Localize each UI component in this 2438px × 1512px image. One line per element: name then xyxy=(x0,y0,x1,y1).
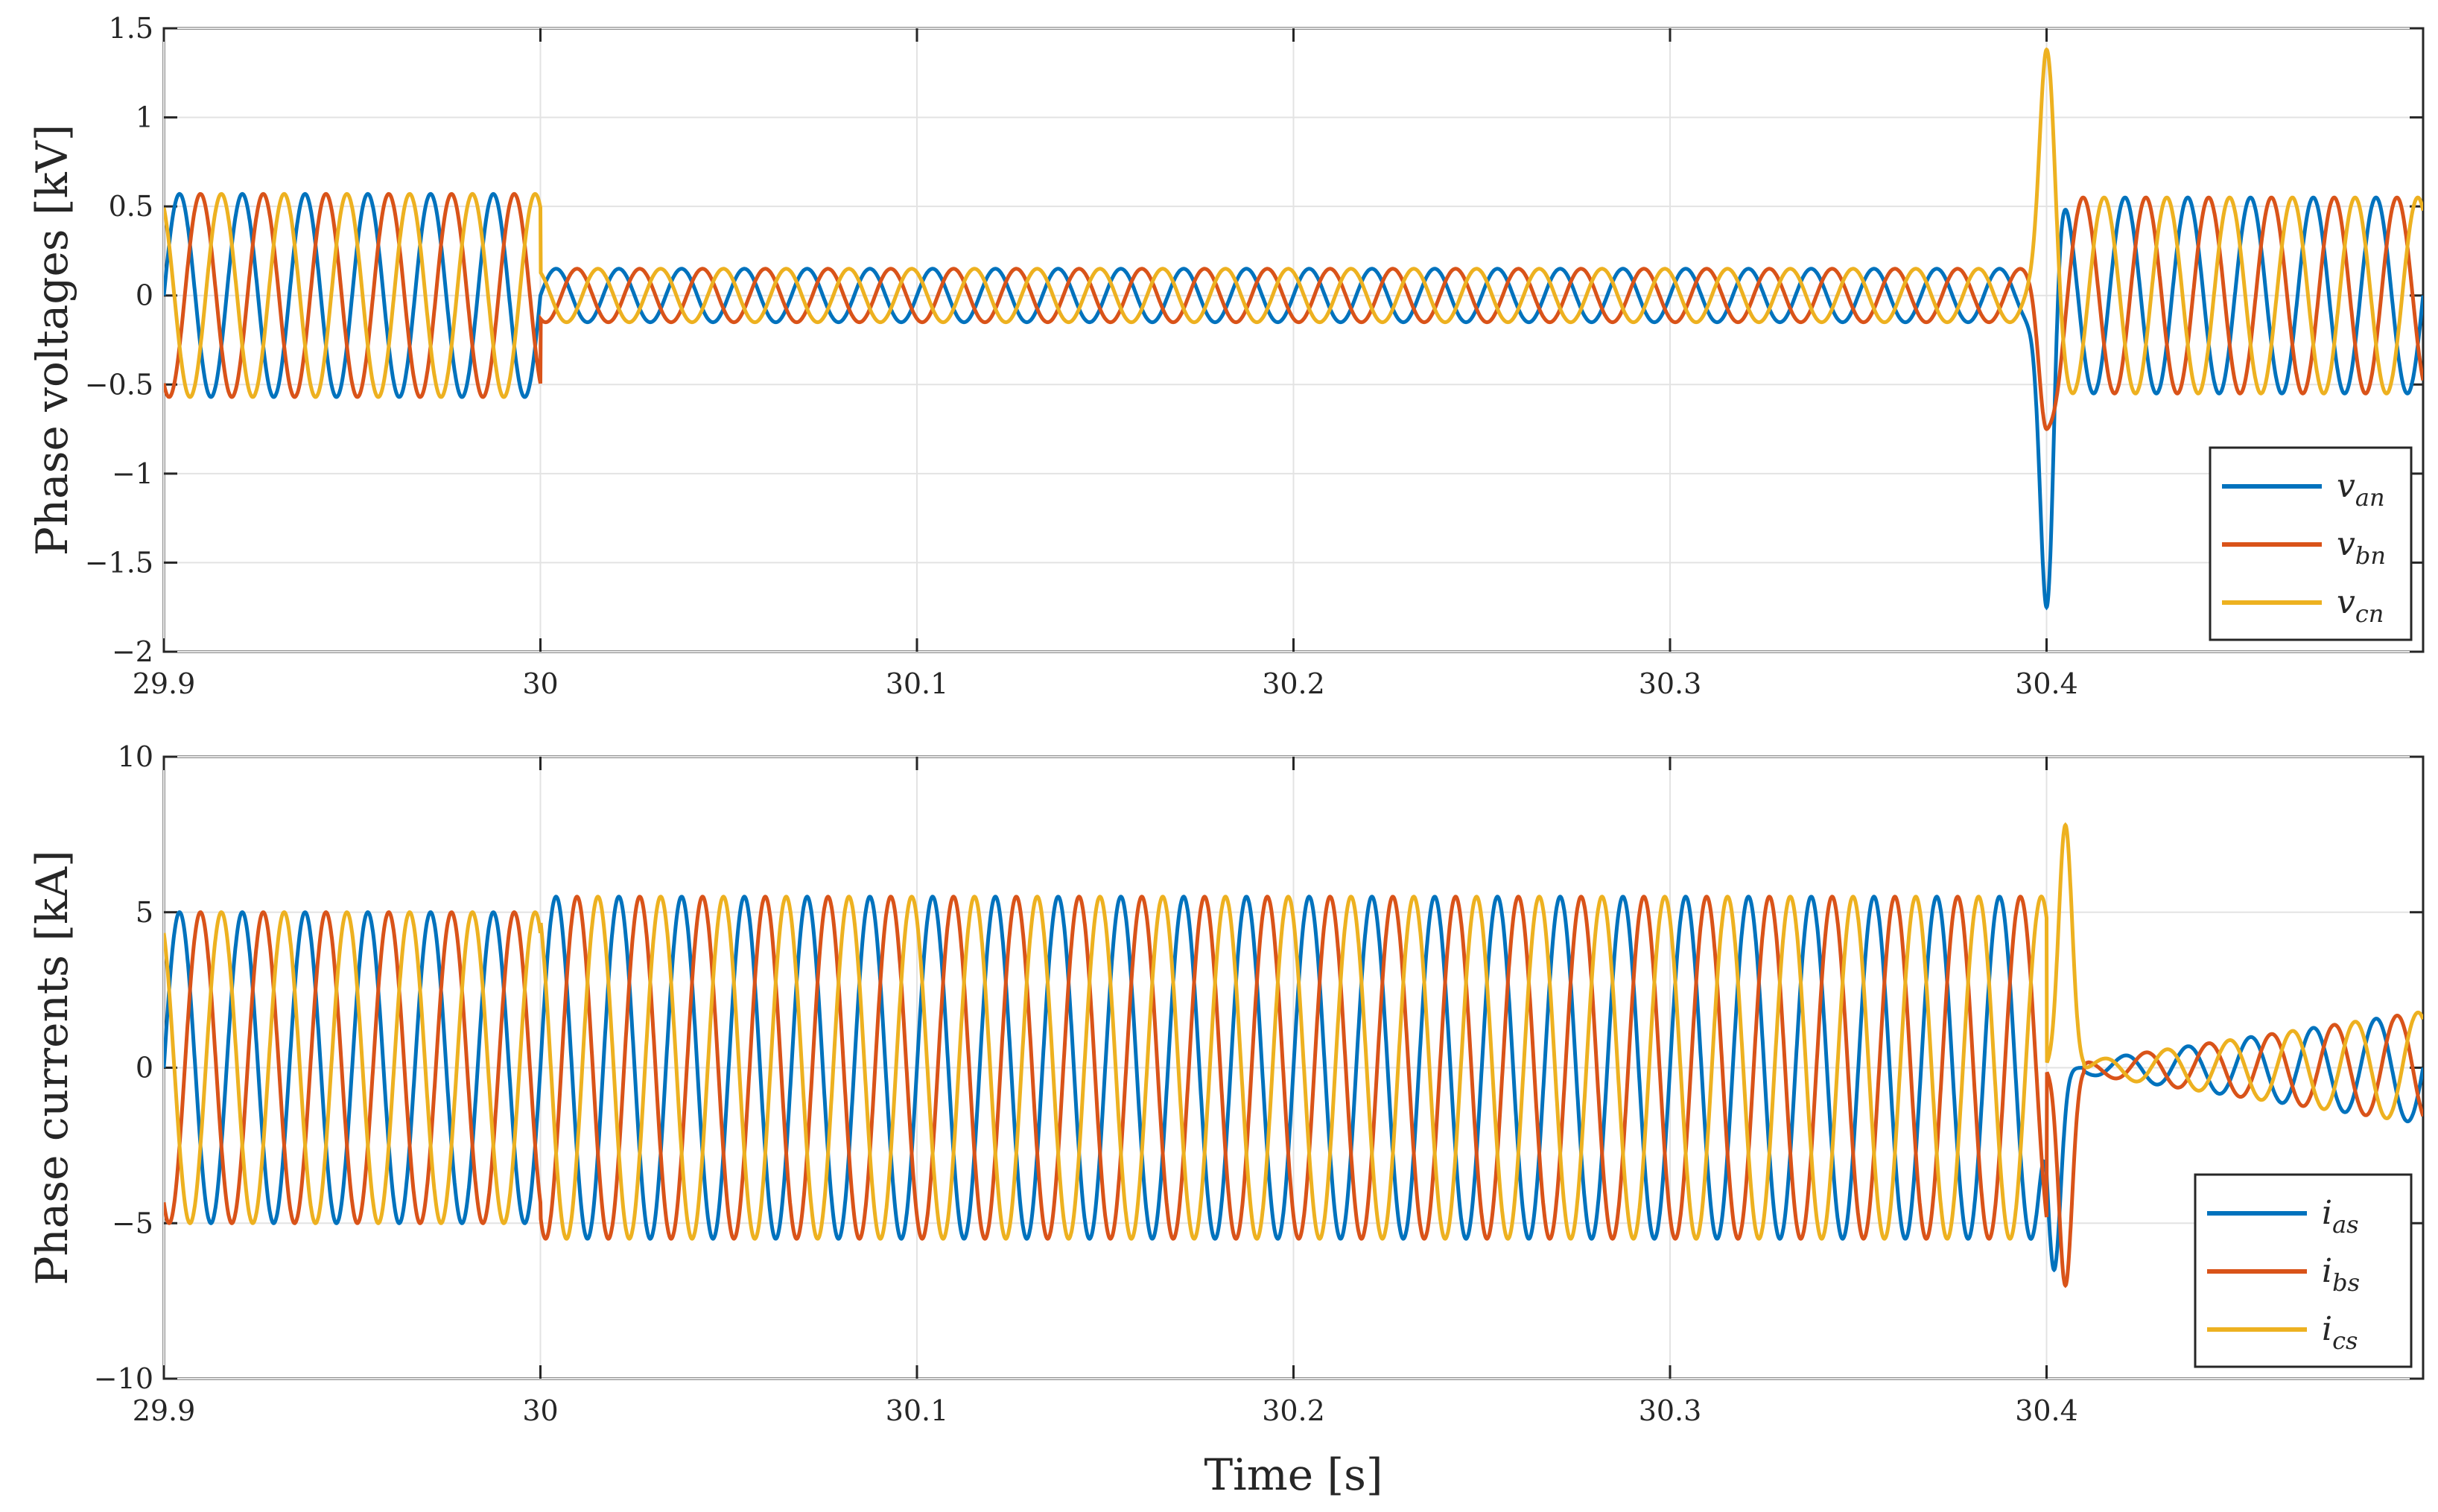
voltage-plot: 29.9 30 30.1 30.2 30.3 30.4 −2 −1.5 −1 −0.5 0 0.5 1 1… xyxy=(27,12,2425,700)
x-tick-label: 30 xyxy=(522,1394,558,1427)
y-tick-label: −1 xyxy=(112,457,153,490)
y-tick-label: 1.5 xyxy=(109,12,153,45)
legend-entry: vcn xyxy=(2337,583,2384,628)
series-line-vcn xyxy=(164,47,2423,399)
x-tick-label: 29.9 xyxy=(133,667,196,700)
x-tick-label: 29.9 xyxy=(133,1394,196,1427)
x-tick-label: 30.1 xyxy=(886,667,949,700)
x-tick-label: 30.4 xyxy=(2015,1394,2078,1427)
current-legend: ias ibs ics xyxy=(2194,1173,2413,1368)
series-line-vbn xyxy=(164,191,2423,431)
series-line-ics xyxy=(164,822,2423,1241)
y-tick-label: 5 xyxy=(136,896,153,929)
legend-entry: ibs xyxy=(2322,1252,2360,1297)
voltage-plot-ticks: 29.9 30 30.1 30.2 30.3 30.4 −2 −1.5 −1 −0.5 0 0.5 1 1… xyxy=(85,12,2423,700)
y-tick-label: 0 xyxy=(136,1052,153,1084)
series-line-ibs xyxy=(164,895,2423,1289)
legend-entry: ias xyxy=(2322,1194,2359,1239)
y-tick-label: 0 xyxy=(136,279,153,312)
x-tick-label: 30.2 xyxy=(1262,1394,1325,1427)
y-tick-label: 1 xyxy=(136,101,153,134)
x-tick-label: 30 xyxy=(522,667,558,700)
voltage-series-group xyxy=(164,47,2423,611)
x-tick-label: 30.2 xyxy=(1262,667,1325,700)
legend-entry: ics xyxy=(2322,1310,2358,1355)
current-series-group xyxy=(164,822,2423,1289)
y-tick-label: 10 xyxy=(118,740,153,773)
y-tick-label: −1.5 xyxy=(85,546,153,579)
y-tick-label: −10 xyxy=(94,1362,153,1395)
x-tick-label: 30.4 xyxy=(2015,667,2078,700)
current-plot-ticks: 29.9 30 30.1 30.2 30.3 30.4 −10 −5 0 5 10 xyxy=(94,740,2423,1427)
y-tick-label: −2 xyxy=(112,635,153,668)
voltage-legend: van vbn vcn xyxy=(2209,446,2413,641)
x-tick-label: 30.3 xyxy=(1639,667,1702,700)
legend-entry: vbn xyxy=(2337,525,2386,570)
series-line-van xyxy=(164,191,2423,611)
x-tick-label: 30.3 xyxy=(1639,1394,1702,1427)
x-tick-label: 30.1 xyxy=(886,1394,949,1427)
legend-entry: van xyxy=(2337,467,2385,512)
y-tick-label: −5 xyxy=(112,1207,153,1239)
y-tick-label: 0.5 xyxy=(109,190,153,223)
current-plot: 29.9 30 30.1 30.2 30.3 30.4 −10 −5 0 5 10 ias ibs ic… xyxy=(27,740,2425,1427)
voltage-y-axis-label: Phase voltages [kV] xyxy=(27,124,77,556)
y-tick-label: −0.5 xyxy=(85,368,153,401)
x-axis-label: Time [s] xyxy=(1204,1449,1383,1500)
current-y-axis-label: Phase currents [kA] xyxy=(27,850,77,1285)
